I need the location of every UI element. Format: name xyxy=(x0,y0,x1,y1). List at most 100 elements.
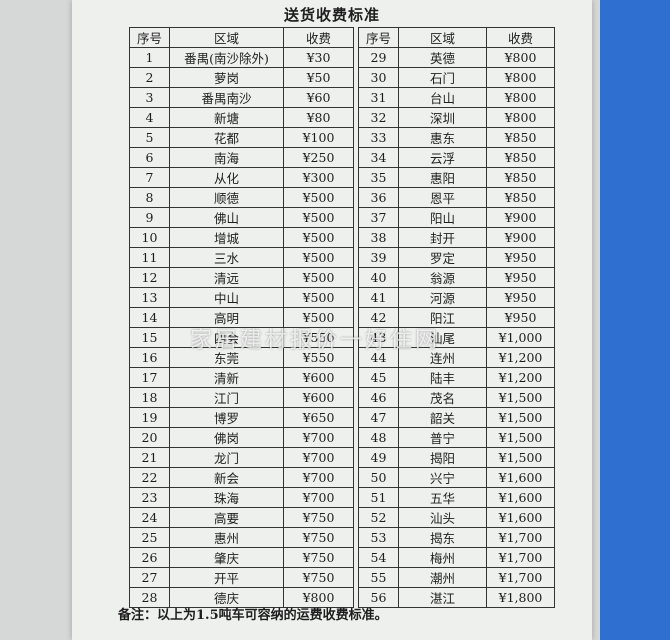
fee: ¥650 xyxy=(283,407,354,428)
fee: ¥1,200 xyxy=(486,367,555,388)
fee: ¥30 xyxy=(283,47,354,68)
fee: ¥1,700 xyxy=(486,567,555,588)
fee: ¥1,600 xyxy=(486,467,555,488)
row-number: 38 xyxy=(358,227,399,248)
row-number: 34 xyxy=(358,147,399,168)
region: 佛山 xyxy=(169,207,284,228)
row-number: 12 xyxy=(129,267,170,288)
fee: ¥800 xyxy=(283,587,354,608)
row-number: 39 xyxy=(358,247,399,268)
region: 翁源 xyxy=(398,267,487,288)
region: 肇庆 xyxy=(169,547,284,568)
fee: ¥800 xyxy=(486,107,555,128)
fee: ¥700 xyxy=(283,487,354,508)
row-number: 48 xyxy=(358,427,399,448)
fee: ¥500 xyxy=(283,247,354,268)
fee: ¥850 xyxy=(486,187,555,208)
fee: ¥1,800 xyxy=(486,587,555,608)
row-number: 37 xyxy=(358,207,399,228)
fee-table: 序号 区域 收费 1 番禺(南沙除外) ¥30 2 萝岗 ¥50 3 番禺南沙 ¥60 4 新塘 ¥80 5 花… xyxy=(129,27,354,608)
row-number: 33 xyxy=(358,127,399,148)
region: 龙门 xyxy=(169,447,284,468)
title: 送货收费标准 xyxy=(283,6,380,24)
row-number: 9 xyxy=(129,207,170,228)
row-number: 27 xyxy=(129,567,170,588)
row-number: 54 xyxy=(358,547,399,568)
table-row: 27 开平 ¥750 xyxy=(129,567,354,588)
fee: ¥850 xyxy=(486,127,555,148)
region: 惠阳 xyxy=(398,167,487,188)
table-row: 15 四会 ¥550 xyxy=(129,327,354,348)
row-number: 8 xyxy=(129,187,170,208)
fee: ¥850 xyxy=(486,147,555,168)
table-row: 29 英德 ¥800 xyxy=(358,47,555,68)
table-row: 55 潮州 ¥1,700 xyxy=(358,567,555,588)
fee: ¥750 xyxy=(283,567,354,588)
note: 备注：以上为1.5吨车可容纳的运费收费标准。 xyxy=(118,608,388,623)
column-header: 序号 xyxy=(358,27,399,48)
region: 新塘 xyxy=(169,107,284,128)
fee: ¥500 xyxy=(283,207,354,228)
fee: ¥60 xyxy=(283,87,354,108)
row-number: 42 xyxy=(358,307,399,328)
table-row: 31 台山 ¥800 xyxy=(358,87,555,108)
table-row: 17 清新 ¥600 xyxy=(129,367,354,388)
fee: ¥550 xyxy=(283,347,354,368)
region: 恩平 xyxy=(398,187,487,208)
row-number: 19 xyxy=(129,407,170,428)
fee: ¥800 xyxy=(486,67,555,88)
row-number: 56 xyxy=(358,587,399,608)
fee: ¥600 xyxy=(283,387,354,408)
header-row: 序号 区域 收费 xyxy=(358,27,555,48)
table-row: 35 惠阳 ¥850 xyxy=(358,167,555,188)
table-row: 53 揭东 ¥1,700 xyxy=(358,527,555,548)
region: 韶关 xyxy=(398,407,487,428)
fee: ¥950 xyxy=(486,267,555,288)
column-header: 收费 xyxy=(486,27,555,48)
table-row: 21 龙门 ¥700 xyxy=(129,447,354,468)
table-row: 8 顺德 ¥500 xyxy=(129,187,354,208)
row-number: 29 xyxy=(358,47,399,68)
table-row: 23 珠海 ¥700 xyxy=(129,487,354,508)
row-number: 40 xyxy=(358,267,399,288)
column-header: 区域 xyxy=(398,27,487,48)
region: 揭阳 xyxy=(398,447,487,468)
fee: ¥700 xyxy=(283,467,354,488)
region: 江门 xyxy=(169,387,284,408)
table-row: 7 从化 ¥300 xyxy=(129,167,354,188)
fee: ¥700 xyxy=(283,427,354,448)
fee: ¥1,500 xyxy=(486,407,555,428)
table-row: 51 五华 ¥1,600 xyxy=(358,487,555,508)
region: 河源 xyxy=(398,287,487,308)
table-row: 3 番禺南沙 ¥60 xyxy=(129,87,354,108)
fee: ¥700 xyxy=(283,447,354,468)
row-number: 53 xyxy=(358,527,399,548)
row-number: 15 xyxy=(129,327,170,348)
row-number: 22 xyxy=(129,467,170,488)
table-row: 40 翁源 ¥950 xyxy=(358,267,555,288)
fee-table: 序号 区域 收费 29 英德 ¥800 30 石门 ¥800 31 台山 ¥800 32 深圳 ¥800 33… xyxy=(358,27,555,608)
column-header: 序号 xyxy=(129,27,170,48)
region: 四会 xyxy=(169,327,284,348)
region: 花都 xyxy=(169,127,284,148)
table-row: 54 梅州 ¥1,700 xyxy=(358,547,555,568)
region: 新会 xyxy=(169,467,284,488)
table-row: 50 兴宁 ¥1,600 xyxy=(358,467,555,488)
region: 德庆 xyxy=(169,587,284,608)
region: 南海 xyxy=(169,147,284,168)
table-row: 26 肇庆 ¥750 xyxy=(129,547,354,568)
region: 惠东 xyxy=(398,127,487,148)
region: 番禺南沙 xyxy=(169,87,284,108)
region: 湛江 xyxy=(398,587,487,608)
fee: ¥1,700 xyxy=(486,527,555,548)
table-row: 41 河源 ¥950 xyxy=(358,287,555,308)
row-number: 5 xyxy=(129,127,170,148)
table-row: 49 揭阳 ¥1,500 xyxy=(358,447,555,468)
fee: ¥750 xyxy=(283,507,354,528)
row-number: 3 xyxy=(129,87,170,108)
fee: ¥1,200 xyxy=(486,347,555,368)
table-row: 1 番禺(南沙除外) ¥30 xyxy=(129,47,354,68)
table-row: 18 江门 ¥600 xyxy=(129,387,354,408)
region: 罗定 xyxy=(398,247,487,268)
